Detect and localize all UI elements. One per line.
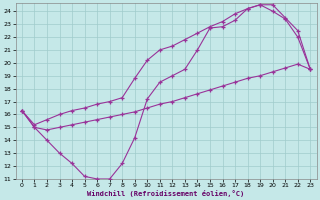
X-axis label: Windchill (Refroidissement éolien,°C): Windchill (Refroidissement éolien,°C)	[87, 190, 245, 197]
